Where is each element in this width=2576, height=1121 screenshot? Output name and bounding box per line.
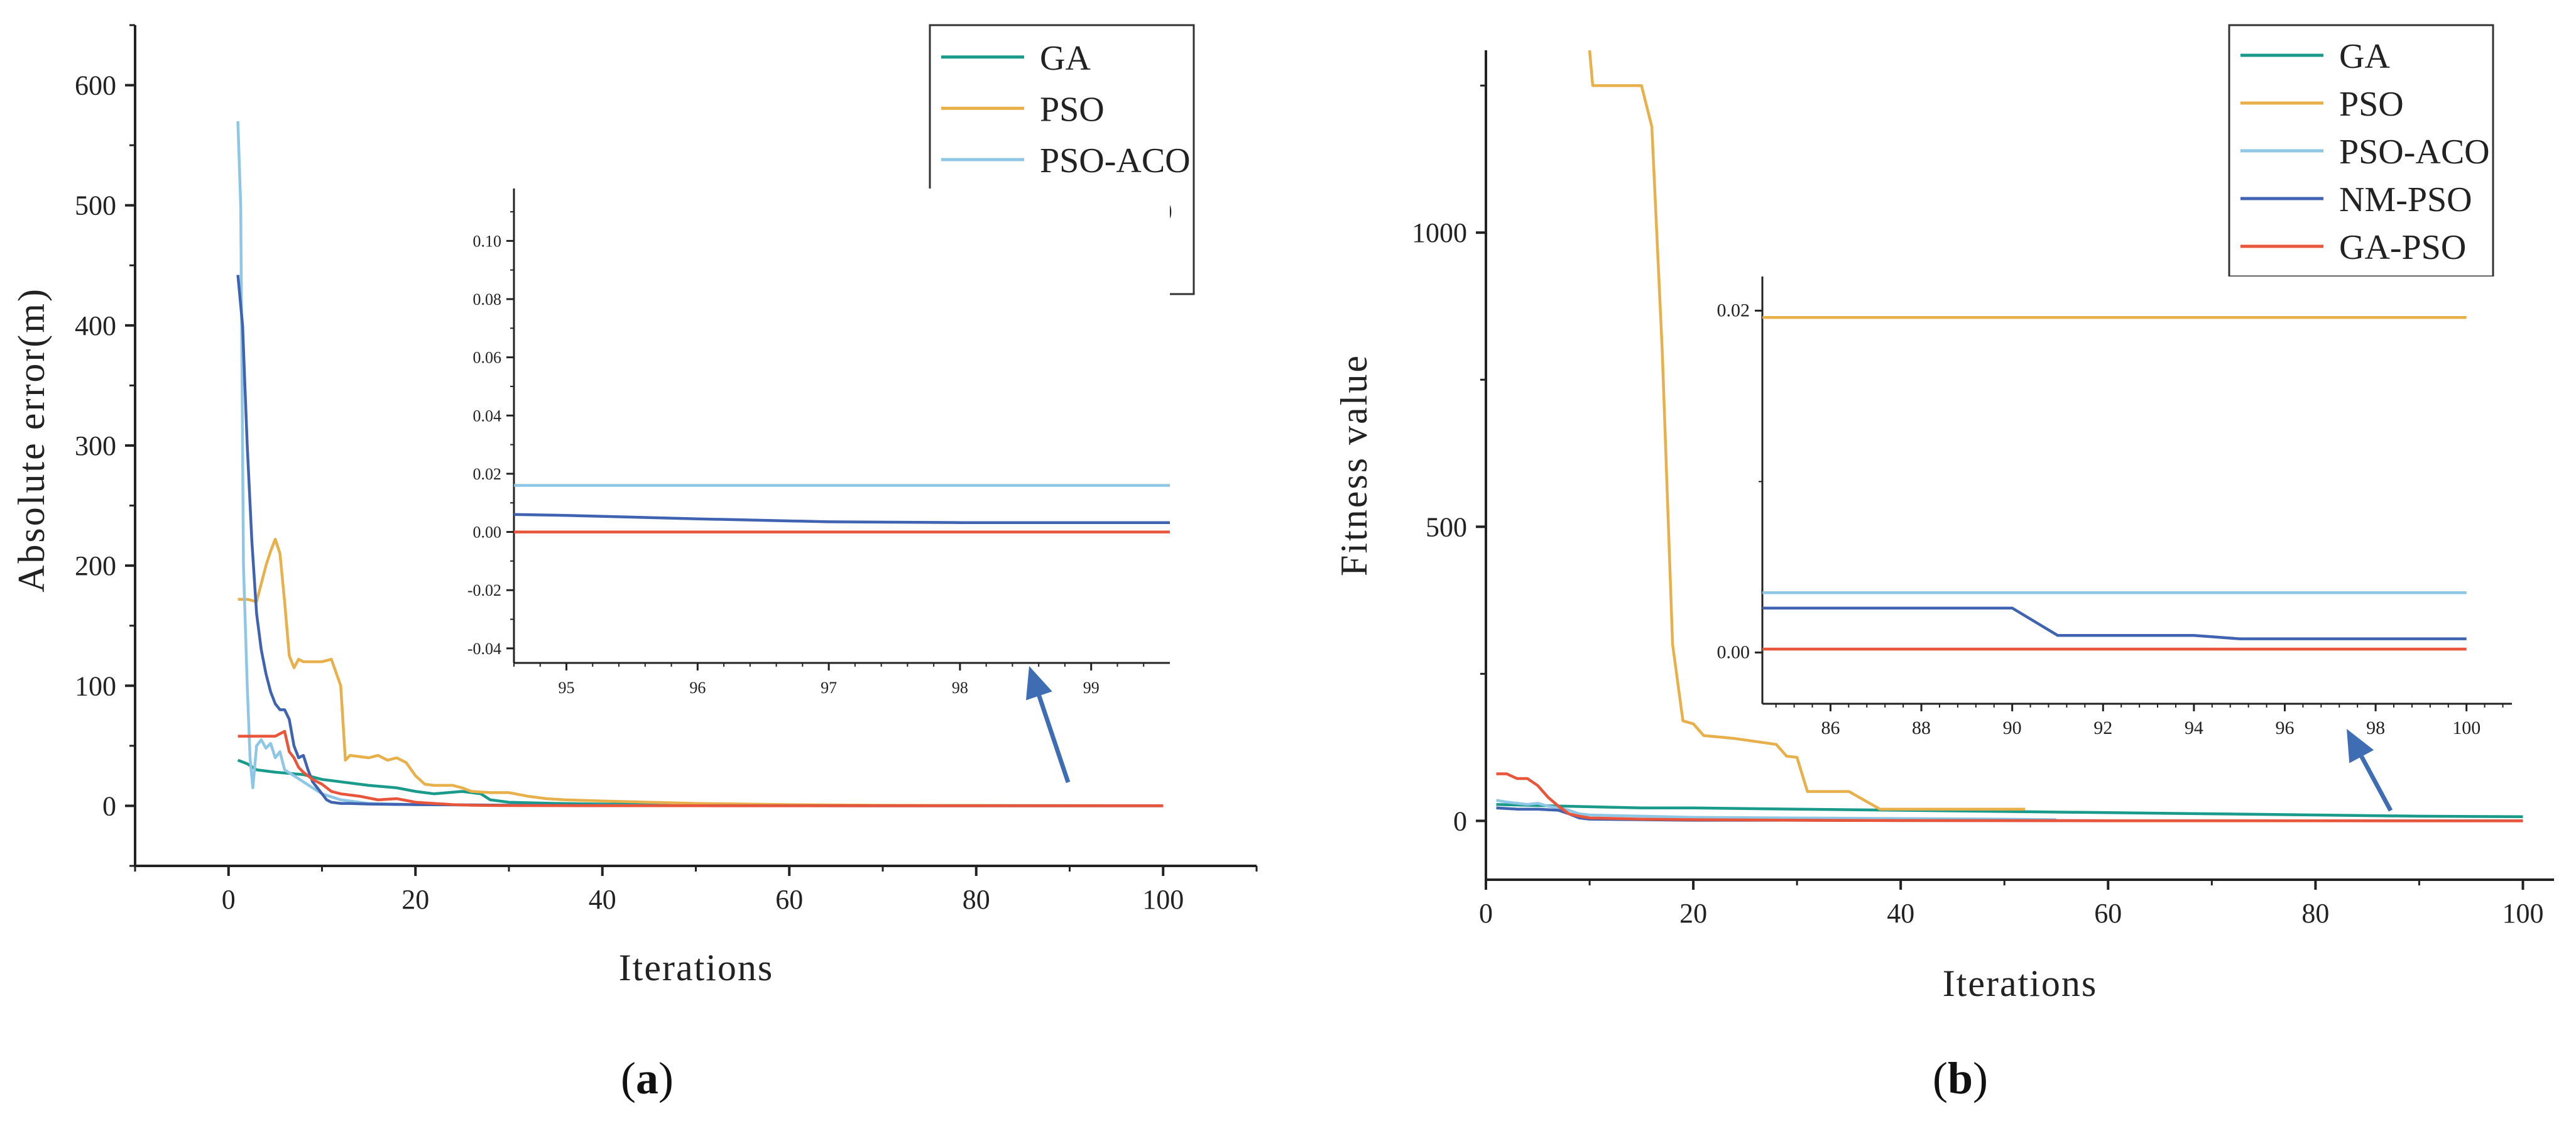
panel-a-y-tick-label: 300 (75, 430, 116, 461)
panel-a-y-tick-label: 600 (75, 70, 116, 101)
panel-b-y-tick-label: 0 (1453, 806, 1467, 836)
panel-a-inset-y-tick-label: -0.04 (467, 640, 501, 658)
panel-a-x-axis-label: Iterations (619, 947, 774, 988)
panel-b-legend-label-ga-pso: GA-PSO (2339, 228, 2466, 267)
panel-b-series-pso (1588, 50, 2026, 811)
panel-a-x-tick-label: 40 (589, 884, 616, 915)
panel-a-series-ga-pso (237, 730, 1164, 807)
panel-a-panel-label-open: ( (621, 1053, 636, 1103)
panel-a-y-axis-label: Absolute error(m) (11, 287, 52, 593)
panel-b-inset-bg (1762, 276, 2512, 704)
panel-b-legend-label-ga: GA (2339, 37, 2390, 76)
panel-b-x-tick-label: 20 (1679, 898, 1707, 929)
panel-b-x-tick-label: 0 (1479, 898, 1493, 929)
panel-a-legend-label-pso: PSO (1040, 90, 1105, 129)
panel-a-arrow-head (1026, 666, 1052, 701)
panel-a-x-tick-label: 80 (963, 884, 990, 915)
panel-a-y-tick-label: 200 (75, 550, 116, 581)
panel-a-legend-label-pso-aco: PSO-ACO (1040, 141, 1191, 180)
panel-a-y-tick-label: 400 (75, 310, 116, 341)
panel-b-series-group (1496, 50, 2523, 823)
panel-b-x-tick-label: 100 (2502, 898, 2543, 929)
panel-b-x-axis-label: Iterations (1943, 963, 2098, 1004)
panel-a-inset-bg (514, 189, 1170, 663)
panel-a-panel-label-close: ) (658, 1053, 674, 1103)
panel-a-inset-y-tick-label: 0.06 (473, 349, 502, 367)
panel-b-x-tick-label: 40 (1887, 898, 1914, 929)
panel-a-inset-series-nm-pso (513, 513, 1170, 524)
panel-b-panel-label-open: ( (1933, 1053, 1948, 1103)
panel-b-inset-x-tick-label: 86 (1821, 718, 1840, 738)
panel-b-panel-label-close: ) (1973, 1053, 1988, 1103)
panel-b-panel-label: (b) (1933, 1053, 1988, 1103)
panel-a-x-tick-label: 20 (401, 884, 429, 915)
panel-b-legend-label-pso-aco: PSO-ACO (2339, 133, 2490, 172)
panel-a-legend-label-ga: GA (1040, 39, 1091, 78)
panel-b-inset-x-tick-label: 88 (1912, 718, 1931, 738)
panel-b-inset-y-tick-label: 0.00 (1717, 642, 1750, 662)
panel-a-y-tick-label: 500 (75, 190, 116, 221)
panel-a-x-tick-label: 0 (222, 884, 236, 915)
panel-a: 0 20 40 60 80 100 0 100 200 300 400 500 600 Iteration… (11, 24, 1258, 1103)
panel-b-panel-label-letter: b (1948, 1053, 1973, 1103)
panel-a-inset-y-tick-label: 0.08 (473, 290, 502, 309)
panel-b-arrow-shaft (2359, 755, 2393, 812)
panel-b-series-pso-aco (1496, 799, 2056, 821)
panel-b-legend-label-nm-pso: NM-PSO (2339, 180, 2472, 219)
panel-b-x-tick-label: 60 (2094, 898, 2122, 929)
panel-a-y-tick-label: 100 (75, 670, 116, 701)
panel-a-inset-x-tick-label: 98 (952, 679, 968, 697)
panel-a-inset-y-tick-label: 0.00 (473, 523, 502, 542)
panel-a-inset-x-tick-label: 97 (821, 679, 837, 697)
panel-b-inset-x-tick-label: 92 (2093, 718, 2112, 738)
panel-a-y-tick-label: 0 (102, 790, 116, 821)
panel-a-inset-y-tick-label: 0.02 (473, 465, 502, 483)
panel-b-series-ga-pso (1496, 772, 2523, 823)
panel-b-inset-x-tick-label: 90 (2003, 718, 2022, 738)
panel-a-series-pso (237, 537, 1164, 807)
panel-a-inset-x-tick-label: 96 (689, 679, 706, 697)
panel-a-inset-y-tick-label: 0.10 (473, 232, 502, 250)
panel-a-panel-label-letter: a (636, 1053, 658, 1103)
panel-a-inset-x-tick-label: 95 (559, 679, 575, 697)
panel-b-inset-y-tick-label: 0.02 (1717, 300, 1750, 320)
panel-b-legend: GA PSO PSO-ACO NM-PSO GA-PSO (2228, 24, 2494, 278)
panel-a-panel-label: (a) (621, 1053, 674, 1103)
panel-b-arrow (2347, 729, 2393, 812)
panel-b-inset-x-tick-label: 94 (2185, 718, 2203, 738)
panel-b-legend-label-pso: PSO (2339, 85, 2404, 124)
panel-b-y-axis-label: Fitness value (1333, 354, 1375, 576)
panel-a-x-tick-label: 100 (1142, 884, 1184, 915)
panel-a-inset-x-tick-label: 99 (1083, 679, 1100, 697)
panel-a-inset: 95 96 97 98 99 -0.04 -0.02 0.00 0.02 0.04 0.06 0.08… (467, 189, 1170, 697)
panel-b-y-tick-label: 1000 (1412, 217, 1467, 248)
panel-a-arrow (1026, 666, 1071, 784)
panel-b-series-ga (1496, 802, 2523, 819)
panel-b-y-tick-label: 500 (1426, 511, 1467, 542)
panel-b-inset-x-tick-label: 96 (2275, 718, 2294, 738)
panel-a-inset-y-tick-label: 0.04 (473, 407, 502, 425)
panel-b-inset-x-tick-label: 100 (2452, 718, 2480, 738)
panel-a-x-tick-label: 60 (775, 884, 803, 915)
panel-a-series-group (236, 121, 1164, 807)
panel-b-inset: 86 88 90 92 94 96 98 100 0.00 0.02 (1717, 276, 2512, 738)
panel-b-inset-x-tick-label: 98 (2366, 718, 2385, 738)
panel-b-inset-series-nm-pso (1762, 606, 2467, 640)
panel-a-arrow-shaft (1037, 695, 1071, 784)
panel-b-arrow-head (2347, 729, 2374, 763)
panel-a-inset-y-tick-label: -0.02 (467, 581, 501, 599)
panel-b-x-tick-label: 80 (2301, 898, 2329, 929)
